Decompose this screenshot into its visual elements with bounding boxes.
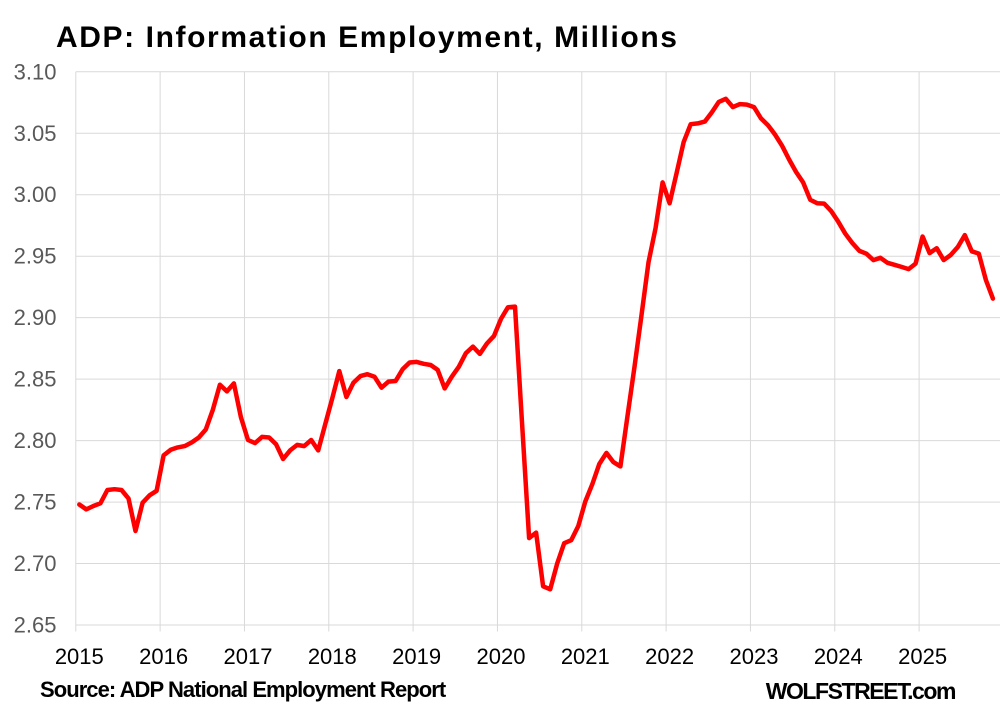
svg-text:2016: 2016 <box>139 644 188 669</box>
svg-text:2.65: 2.65 <box>14 613 57 638</box>
svg-text:3.05: 3.05 <box>14 121 57 146</box>
svg-text:2.70: 2.70 <box>14 551 57 576</box>
svg-text:Source: ADP National Employmen: Source: ADP National Employment Report <box>40 677 447 702</box>
svg-text:WOLFSTREET.com: WOLFSTREET.com <box>766 678 956 704</box>
svg-text:2.90: 2.90 <box>14 305 57 330</box>
svg-text:3.10: 3.10 <box>14 59 57 84</box>
svg-text:ADP: Information Employment, M: ADP: Information Employment, Millions <box>56 21 679 54</box>
svg-text:2024: 2024 <box>814 644 863 669</box>
svg-text:2025: 2025 <box>898 644 947 669</box>
svg-text:2.80: 2.80 <box>14 428 57 453</box>
svg-text:2020: 2020 <box>477 644 526 669</box>
svg-text:2018: 2018 <box>308 644 357 669</box>
svg-text:2023: 2023 <box>730 644 779 669</box>
svg-text:2021: 2021 <box>561 644 610 669</box>
svg-text:2015: 2015 <box>55 644 104 669</box>
svg-text:2.75: 2.75 <box>14 490 57 515</box>
svg-text:3.00: 3.00 <box>14 182 57 207</box>
svg-text:2022: 2022 <box>645 644 694 669</box>
svg-text:2019: 2019 <box>392 644 441 669</box>
svg-text:2.85: 2.85 <box>14 367 57 392</box>
svg-text:2.95: 2.95 <box>14 244 57 269</box>
svg-text:2017: 2017 <box>224 644 273 669</box>
